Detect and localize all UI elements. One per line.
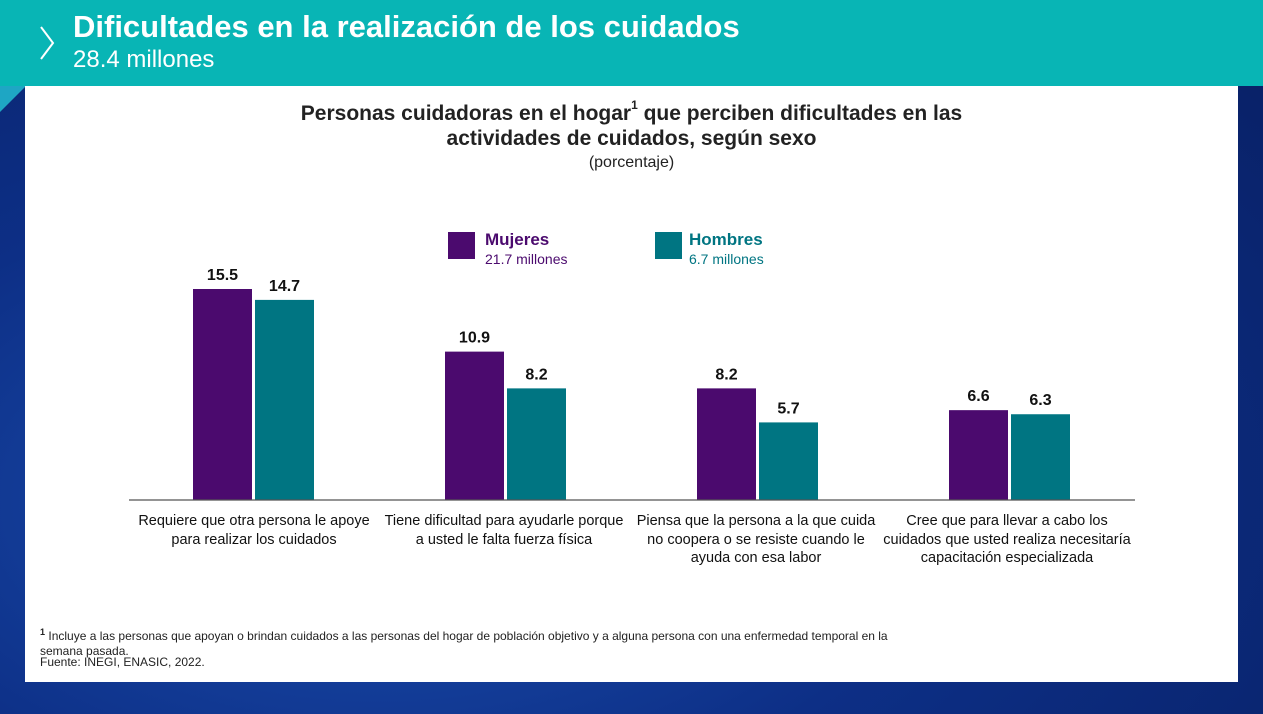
chart-panel: Personas cuidadoras en el hogar1 que per… [25,86,1238,682]
chart-title-line1: Personas cuidadoras en el hogar1 que per… [300,98,963,125]
legend-sub-mujeres: 21.7 millones [485,251,568,267]
legend-swatch-mujeres [448,232,475,259]
legend-label-hombres: Hombres [689,230,763,249]
legend-sub-hombres: 6.7 millones [689,251,764,267]
chart-unit: (porcentaje) [588,154,675,171]
category-label: Tiene dificultad para ayudarle porque a … [384,513,624,548]
bar-hombres [507,388,566,500]
footnote: 1 Incluye a las personas que apoyan o br… [40,625,920,659]
data-label: 14.7 [269,278,300,295]
chevron-right-icon [40,26,55,60]
category-label: Requiere que otra persona le apoye para … [138,513,370,548]
data-label: 6.3 [1029,392,1051,409]
source-note: Fuente: INEGI, ENASIC, 2022. [40,655,205,669]
legend-swatch-hombres [655,232,682,259]
data-label: 8.2 [715,366,737,383]
bar-hombres [1011,414,1070,500]
bar-chart: 15.5 10.9 8.2 6.6 14.7 8.2 5.7 6.3 [129,267,1135,501]
data-label: 6.6 [967,388,989,405]
data-label: 8.2 [525,366,547,383]
corner-decoration [0,86,26,112]
category-label: Cree que para llevar a cabo los cuidados… [883,513,1131,566]
bar-mujeres [949,410,1008,500]
data-label: 5.7 [777,400,799,417]
bar-mujeres [697,388,756,500]
title-footnote-marker: 1 [631,98,638,112]
data-label: 15.5 [207,267,238,284]
bar-hombres [759,422,818,500]
legend-label-mujeres: Mujeres [485,230,550,249]
data-label: 10.9 [459,330,490,347]
bar-hombres [255,299,314,500]
page-title: Dificultades en la realización de los cu… [73,9,740,44]
bar-mujeres [193,289,252,500]
bar-mujeres [445,351,504,500]
footnote-marker: 1 [40,627,46,637]
footnote-text: Incluye a las personas que apoyan o brin… [40,629,888,658]
page-subtitle: 28.4 millones [73,46,215,73]
category-label: Piensa que la persona a la que cuida no … [636,513,876,566]
chart-title-line2: actividades de cuidados, según sexo [446,127,817,150]
header-bar: Dificultades en la realización de los cu… [0,0,1263,86]
